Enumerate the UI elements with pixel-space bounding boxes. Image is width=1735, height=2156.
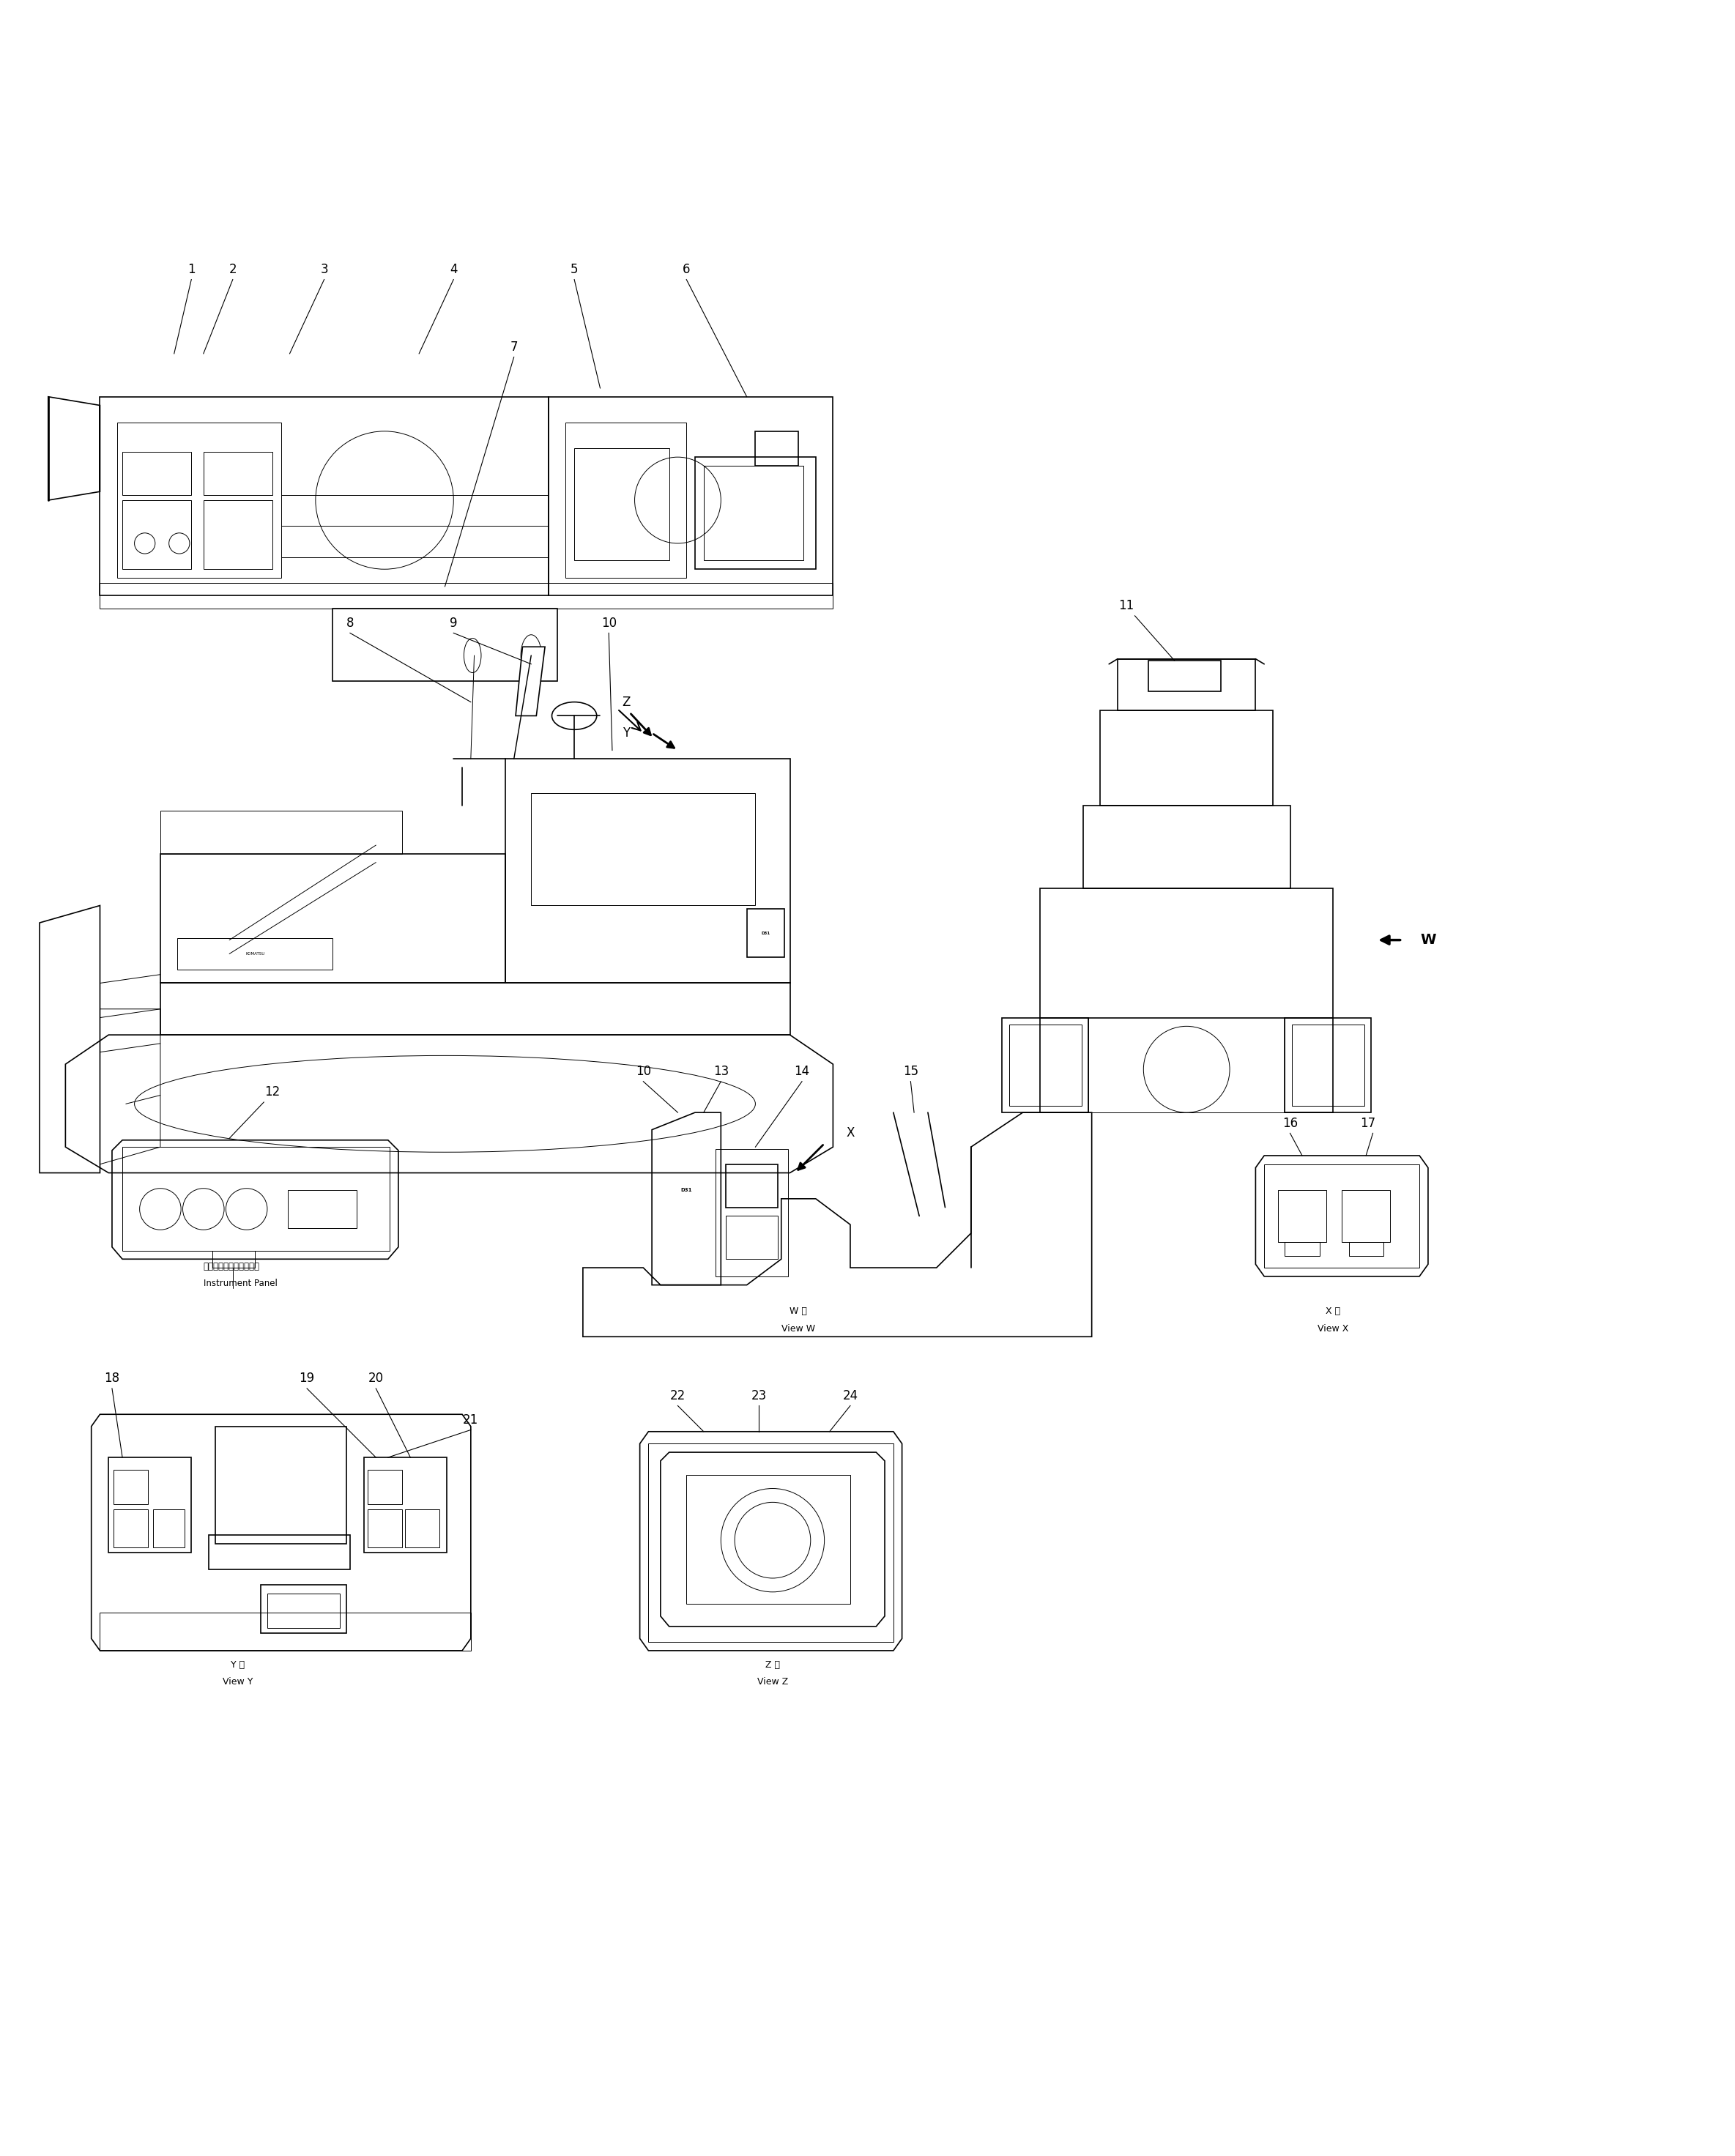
Bar (123, 453, 191, 496)
Text: 19: 19 (298, 1371, 314, 1384)
Bar (115, 1470, 147, 1505)
Bar (696, 457, 815, 569)
Bar (208, 1535, 350, 1570)
Text: X 視: X 視 (1326, 1307, 1341, 1315)
Bar (101, 1613, 470, 1651)
Text: 14: 14 (795, 1065, 810, 1078)
Text: 23: 23 (751, 1388, 767, 1401)
Bar (725, 1216, 777, 1259)
Bar (687, 1475, 850, 1604)
Polygon shape (515, 647, 545, 716)
Bar (115, 1509, 147, 1548)
Bar (212, 1250, 255, 1268)
Bar (1286, 1018, 1371, 1112)
Bar (531, 793, 755, 906)
Text: 7: 7 (510, 341, 517, 354)
Bar (1279, 1190, 1326, 1242)
Bar (288, 1190, 357, 1229)
Text: View W: View W (781, 1324, 815, 1332)
Text: 5: 5 (571, 263, 578, 276)
Bar (333, 608, 557, 681)
Text: 12: 12 (265, 1084, 281, 1100)
Text: 21: 21 (463, 1412, 479, 1427)
Bar (101, 582, 833, 608)
Bar (1149, 660, 1221, 692)
Bar (364, 1457, 446, 1552)
Bar (1265, 1164, 1419, 1268)
Bar (548, 397, 833, 595)
Text: 24: 24 (843, 1388, 859, 1401)
Text: KOMATSU: KOMATSU (246, 953, 265, 955)
Text: 18: 18 (104, 1371, 120, 1384)
Text: 8: 8 (347, 617, 354, 630)
Text: 6: 6 (682, 263, 691, 276)
Bar (123, 500, 191, 569)
Text: Instrument Panel: Instrument Panel (203, 1279, 278, 1289)
Bar (725, 1164, 777, 1207)
Text: D31: D31 (680, 1188, 692, 1192)
Bar (746, 910, 784, 957)
Bar (406, 1509, 439, 1548)
Bar (1286, 1242, 1319, 1255)
Text: View X: View X (1317, 1324, 1348, 1332)
Bar (267, 1593, 340, 1628)
Bar (1003, 1018, 1088, 1112)
Text: 9: 9 (449, 617, 458, 630)
Bar (1348, 1242, 1383, 1255)
Bar (368, 1470, 403, 1505)
Text: 4: 4 (449, 263, 458, 276)
Text: 2: 2 (229, 263, 236, 276)
Text: View Z: View Z (756, 1677, 788, 1686)
Bar (160, 811, 403, 854)
Text: 20: 20 (368, 1371, 383, 1384)
Text: 13: 13 (713, 1065, 729, 1078)
Bar (203, 500, 272, 569)
Bar (260, 1585, 347, 1634)
Text: W 視: W 視 (789, 1307, 807, 1315)
Bar (101, 397, 548, 595)
Bar (203, 453, 272, 496)
Bar (1039, 888, 1332, 1018)
Text: 10: 10 (600, 617, 616, 630)
Bar (717, 1149, 788, 1276)
Text: Y 視: Y 視 (231, 1660, 245, 1669)
Text: インスツルメントパネル: インスツルメントパネル (203, 1261, 260, 1272)
Text: 1: 1 (187, 263, 196, 276)
Bar (118, 423, 281, 578)
Text: 16: 16 (1282, 1117, 1298, 1130)
Bar (1117, 660, 1256, 711)
Bar (368, 1509, 403, 1548)
Bar (1341, 1190, 1390, 1242)
Bar (755, 431, 798, 466)
Bar (1083, 806, 1291, 888)
Text: Z 視: Z 視 (765, 1660, 781, 1669)
Text: 10: 10 (635, 1065, 651, 1078)
Text: 17: 17 (1360, 1117, 1376, 1130)
Bar (123, 1147, 390, 1250)
Text: D31: D31 (762, 931, 770, 936)
Bar (649, 1445, 894, 1643)
Bar (574, 448, 670, 561)
Text: 22: 22 (670, 1388, 685, 1401)
Text: Y: Y (623, 727, 630, 740)
Text: 3: 3 (321, 263, 328, 276)
Text: X: X (847, 1128, 854, 1141)
Bar (153, 1509, 184, 1548)
Text: View Y: View Y (222, 1677, 253, 1686)
Bar (1010, 1024, 1081, 1106)
Bar (160, 854, 505, 983)
Bar (1293, 1024, 1364, 1106)
Bar (177, 938, 333, 970)
Bar (704, 466, 803, 561)
Text: 15: 15 (902, 1065, 918, 1078)
Text: Z: Z (621, 696, 630, 709)
Bar (505, 759, 789, 983)
Text: W: W (1421, 934, 1437, 946)
Bar (109, 1457, 191, 1552)
Text: 11: 11 (1119, 599, 1135, 612)
Bar (566, 423, 687, 578)
Bar (1100, 711, 1273, 806)
